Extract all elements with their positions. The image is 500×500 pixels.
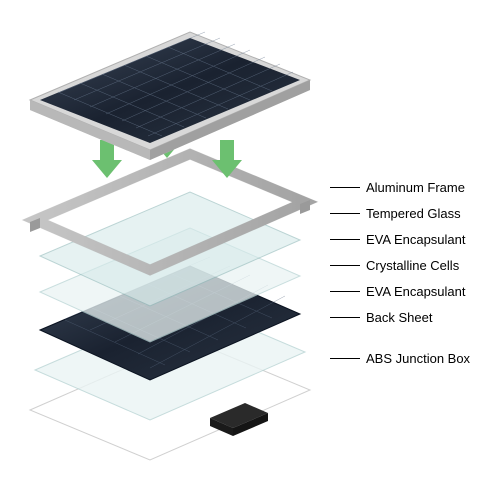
leader-line — [330, 291, 360, 293]
leader-line — [330, 358, 360, 360]
label-eva-top: EVA Encapsulant — [330, 232, 490, 247]
label-column: Aluminum Frame Tempered Glass EVA Encaps… — [330, 180, 490, 377]
exploded-diagram — [10, 10, 320, 490]
label-text: EVA Encapsulant — [366, 232, 466, 247]
leader-line — [330, 317, 360, 319]
label-tempered-glass: Tempered Glass — [330, 206, 490, 221]
label-text: ABS Junction Box — [366, 351, 470, 366]
label-text: Tempered Glass — [366, 206, 461, 221]
label-text: EVA Encapsulant — [366, 284, 466, 299]
label-text: Aluminum Frame — [366, 180, 465, 195]
label-back-sheet: Back Sheet — [330, 310, 490, 325]
leader-line — [330, 239, 360, 241]
label-text: Back Sheet — [366, 310, 433, 325]
assembled-panel — [30, 32, 310, 160]
label-eva-bottom: EVA Encapsulant — [330, 284, 490, 299]
label-text: Crystalline Cells — [366, 258, 459, 273]
leader-line — [330, 213, 360, 215]
label-junction-box: ABS Junction Box — [330, 351, 490, 366]
label-crystalline-cells: Crystalline Cells — [330, 258, 490, 273]
leader-line — [330, 265, 360, 267]
label-aluminum-frame: Aluminum Frame — [330, 180, 490, 195]
leader-line — [330, 187, 360, 189]
